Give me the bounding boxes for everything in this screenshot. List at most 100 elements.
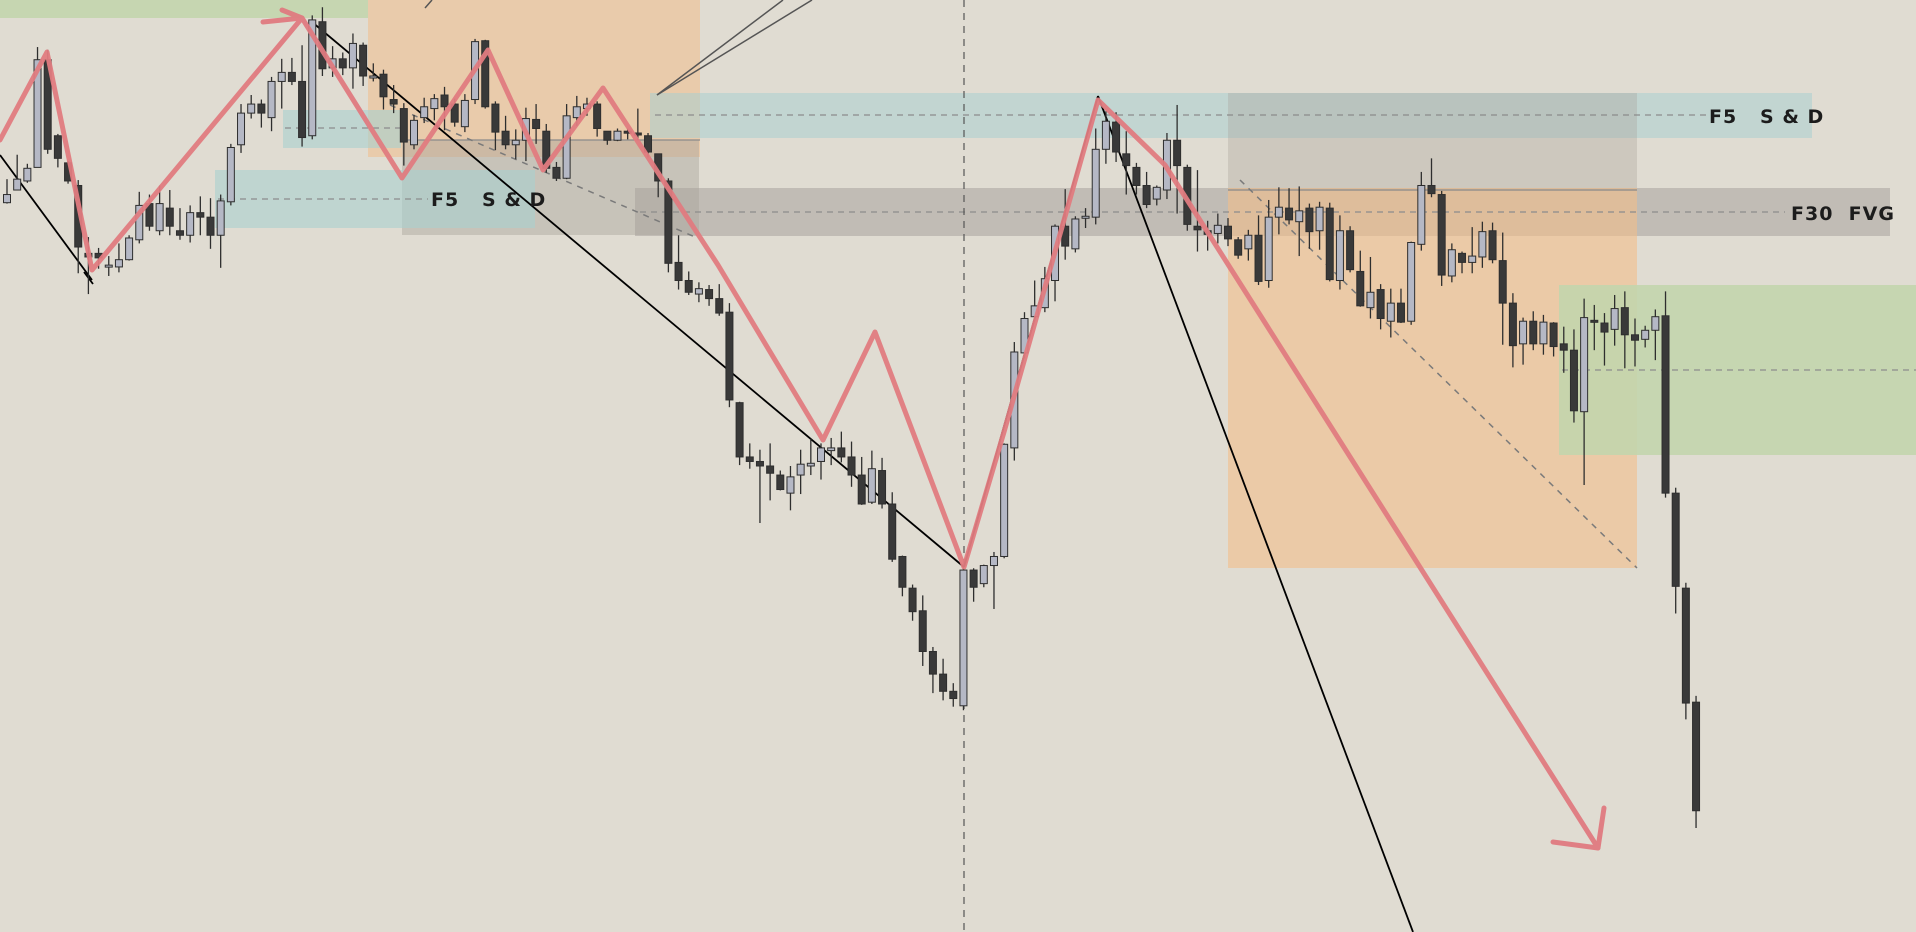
candle-body-49 (501, 130, 510, 146)
candle-body-16 (165, 207, 174, 227)
candle-body-20 (206, 216, 215, 236)
candle-body-55 (562, 115, 571, 179)
candle-body-165 (1681, 587, 1690, 704)
candle-body-0 (3, 194, 11, 204)
candle-body-82 (837, 447, 846, 458)
candle-body-90 (918, 610, 927, 652)
trend-line-5 (1097, 95, 1414, 932)
candle-body-158 (1610, 308, 1619, 330)
candle-body-115 (1173, 139, 1182, 167)
candle-body-154 (1569, 349, 1578, 412)
candle-body-139 (1417, 184, 1426, 245)
candle-body-43 (440, 94, 449, 108)
candle-body-66 (674, 261, 683, 282)
arrow-head-down (1550, 805, 1607, 851)
candle-body-95 (969, 569, 978, 588)
candle-body-70 (715, 298, 724, 314)
candle-body-127 (1295, 210, 1304, 223)
candle-body-63 (644, 135, 653, 153)
candle-body-146 (1488, 230, 1497, 261)
candle-body-81 (827, 447, 836, 452)
candle-body-92 (939, 673, 948, 692)
candle-body-162 (1651, 316, 1660, 331)
candle-body-84 (857, 474, 866, 505)
grey-zone-right (1228, 93, 1637, 191)
diagonal-dashed-left (389, 104, 696, 238)
candle-body-80 (817, 447, 825, 462)
candle-body-42 (430, 98, 439, 110)
candle-body-156 (1590, 319, 1599, 323)
candle-body-78 (796, 463, 805, 476)
candle-body-65 (664, 180, 673, 264)
candle-body-86 (878, 470, 887, 505)
candle-body-161 (1641, 329, 1650, 340)
candle-body-132 (1346, 230, 1355, 271)
candle-body-155 (1580, 317, 1589, 413)
candle-body-68 (694, 288, 703, 295)
candle-body-97 (989, 555, 998, 567)
candle-body-67 (684, 280, 693, 293)
candle-body-133 (1356, 270, 1365, 307)
top-lines (424, 0, 813, 96)
diagonal-dashed-right (1239, 179, 1638, 569)
candle-body-124 (1264, 216, 1273, 282)
candle-body-37 (379, 73, 388, 98)
candle-body-60 (613, 130, 622, 141)
candle-body-143 (1458, 252, 1467, 263)
candle-body-73 (745, 456, 754, 462)
candle-body-59 (603, 130, 612, 141)
candle-body-147 (1498, 260, 1507, 304)
candle-body-138 (1407, 242, 1416, 322)
dashed-diagonals (389, 104, 1638, 569)
candle-body-150 (1529, 320, 1538, 345)
candle-body-98 (1000, 443, 1009, 557)
candle-body-58 (593, 103, 602, 129)
candle-body-56 (572, 106, 581, 119)
candle-body-153 (1559, 343, 1568, 351)
candle-body-77 (786, 476, 795, 494)
candle-body-107 (1091, 148, 1100, 218)
candle-body-79 (806, 462, 815, 467)
candle-body-18 (186, 212, 195, 236)
candle-body-131 (1335, 230, 1344, 282)
candle-body-24 (247, 103, 256, 114)
candle-body-13 (135, 204, 144, 241)
candle-body-19 (196, 212, 205, 218)
candle-body-148 (1508, 302, 1517, 347)
candle-body-123 (1254, 234, 1263, 282)
candle-body-88 (898, 555, 907, 588)
candle-body-52 (532, 118, 541, 129)
candle-body-164 (1671, 492, 1680, 587)
candle-body-23 (237, 112, 246, 146)
candle-body-151 (1539, 321, 1548, 345)
candle-body-48 (491, 103, 500, 133)
candle-body-159 (1620, 307, 1629, 336)
candle-body-2 (23, 167, 32, 182)
candle-body-27 (277, 71, 286, 82)
candle-body-142 (1447, 249, 1456, 277)
candle-body-10 (104, 264, 113, 268)
candle-body-76 (776, 474, 785, 491)
candle-body-121 (1234, 239, 1243, 256)
candle-body-75 (766, 465, 775, 474)
candle-body-91 (928, 650, 937, 675)
candle-body-33 (338, 58, 347, 69)
candle-body-112 (1142, 184, 1151, 205)
supply-zone-top-left (368, 0, 700, 157)
candle-body-141 (1437, 194, 1446, 276)
candle-body-54 (552, 166, 561, 179)
candle-body-108 (1101, 120, 1110, 150)
candle-body-126 (1285, 207, 1294, 221)
candle-body-35 (359, 44, 368, 77)
candle-body-38 (389, 99, 398, 105)
candle-body-30 (308, 19, 317, 137)
candle-body-21 (216, 200, 225, 236)
candle-body-47 (481, 40, 490, 108)
candle-body-41 (420, 106, 429, 119)
candle-body-71 (725, 311, 734, 401)
candle-body-120 (1224, 225, 1232, 240)
candle-body-26 (267, 80, 276, 119)
top-line-c (656, 0, 813, 96)
candle-body-134 (1366, 291, 1375, 309)
